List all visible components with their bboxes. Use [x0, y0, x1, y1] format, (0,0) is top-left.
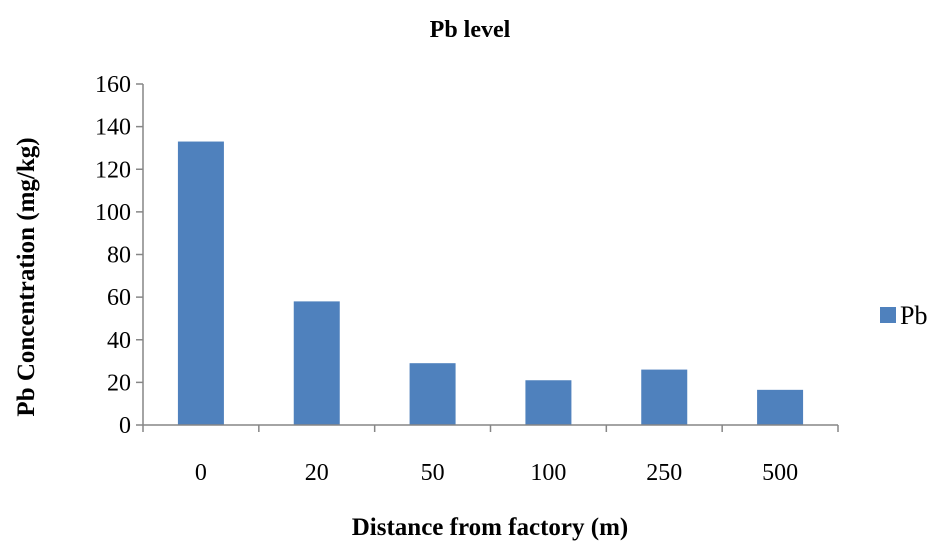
y-tick-label: 100: [95, 200, 131, 226]
y-tick-label: 20: [107, 370, 131, 396]
y-tick-label: 80: [107, 243, 131, 269]
x-tick-label: 50: [421, 460, 445, 486]
x-tick-label: 0: [195, 460, 207, 486]
y-axis-title: Pb Concentration (mg/kg): [13, 137, 40, 416]
x-axis-ticks: 0 20 50 100 250 500: [142, 425, 839, 486]
bar-250: [641, 369, 688, 425]
y-tick-label: 0: [119, 413, 131, 439]
x-axis-title: Distance from factory (m): [352, 514, 629, 541]
x-tick-label: 500: [762, 460, 798, 486]
x-tick-label: 20: [305, 460, 329, 486]
bar-20: [293, 301, 340, 425]
y-tick-label: 60: [107, 285, 131, 311]
bar-series: [177, 141, 804, 425]
y-axis-ticks: 0 20 40 60 80 100 120 140 160: [95, 72, 143, 439]
x-tick-label: 100: [530, 460, 566, 486]
bar-50: [409, 363, 456, 425]
y-tick-label: 160: [95, 72, 131, 98]
y-tick-label: 140: [95, 115, 131, 141]
legend-label: Pb: [900, 301, 927, 330]
bar-500: [757, 389, 804, 425]
y-tick-label: 120: [95, 157, 131, 183]
y-tick-label: 40: [107, 328, 131, 354]
x-tick-label: 250: [646, 460, 682, 486]
legend: Pb: [880, 301, 927, 330]
bar-100: [525, 380, 572, 425]
chart-title: Pb level: [430, 17, 511, 43]
legend-swatch: [880, 307, 896, 323]
bar-0: [177, 141, 224, 425]
